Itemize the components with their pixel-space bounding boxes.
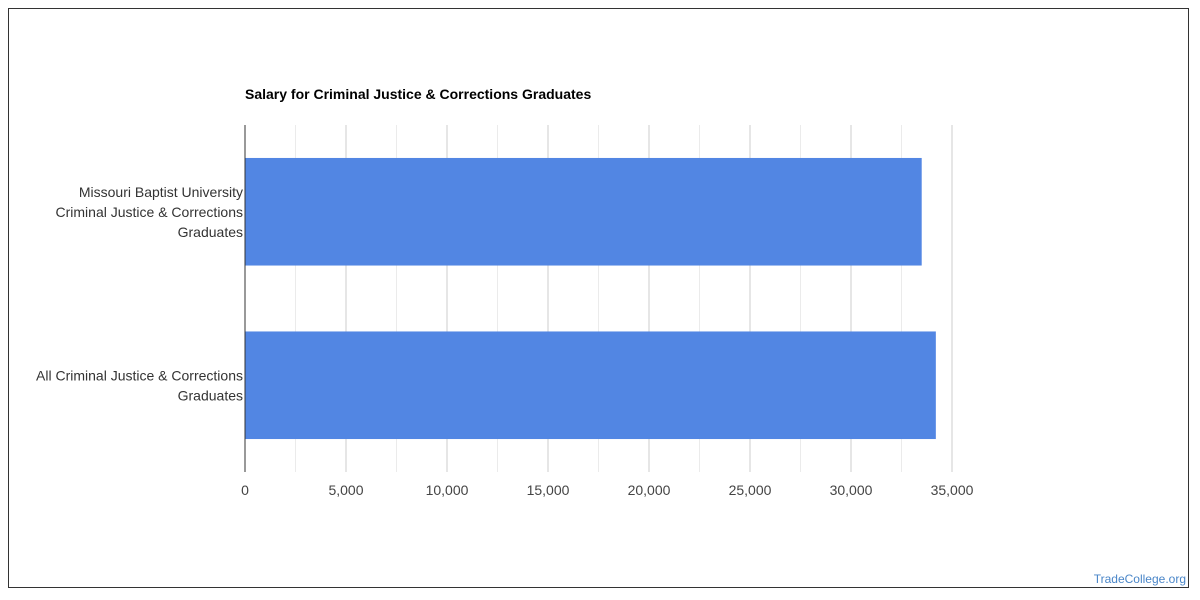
category-label: All Criminal Justice & Corrections Gradua… [36,367,243,403]
bar[interactable] [245,157,922,266]
category-label: Missouri Baptist University Criminal Just… [56,184,244,240]
bar[interactable] [245,331,936,440]
x-tick-label: 25,000 [729,482,772,498]
x-tick-label: 35,000 [931,482,974,498]
watermark[interactable]: TradeCollege.org [1093,572,1186,586]
x-tick-label: 10,000 [426,482,469,498]
bar-layer [245,157,936,440]
x-tick-label: 20,000 [628,482,671,498]
x-tick-label: 5,000 [328,482,363,498]
x-tick-label: 30,000 [830,482,873,498]
x-tick-label: 15,000 [527,482,570,498]
chart-title: Salary for Criminal Justice & Correction… [245,86,592,102]
x-tick-label: 0 [241,482,249,498]
label-layer: 0 5,000 10,000 15,000 20,000 25,000 30,000 35,0… [36,184,974,498]
